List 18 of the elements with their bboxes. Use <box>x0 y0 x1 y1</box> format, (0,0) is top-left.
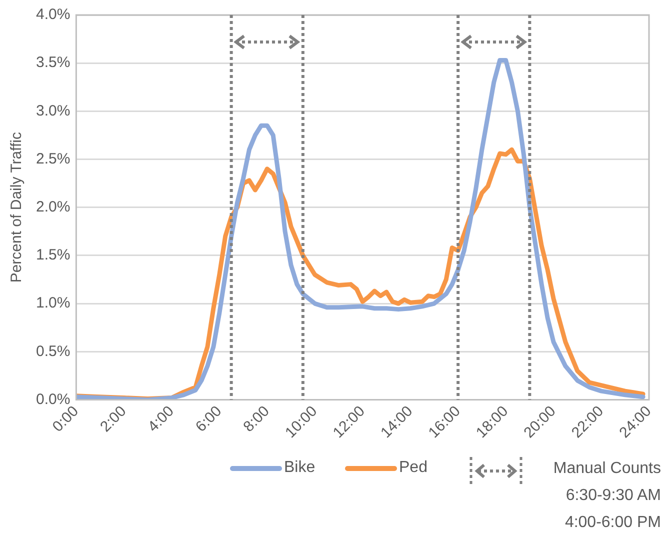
y-tick-label: 1.0% <box>36 294 70 312</box>
y-tick-label: 3.0% <box>36 102 70 120</box>
y-tick-label: 2.5% <box>36 150 70 168</box>
x-tick-label: 6:00 <box>192 402 226 436</box>
y-tick-label: 3.5% <box>36 54 70 72</box>
legend-label: Bike <box>284 459 316 477</box>
text: Manual Counts <box>553 459 661 479</box>
text: 6:30-9:30 AM <box>564 486 661 506</box>
y-axis-title: Percent of Daily Traffic <box>8 132 26 283</box>
legend-label: Ped <box>399 459 428 477</box>
x-tick-label: 2:00 <box>97 402 130 436</box>
y-tick-label: 1.5% <box>36 246 70 264</box>
x-tick-label: 8:00 <box>240 402 273 436</box>
y-tick-label: 0.5% <box>36 342 70 360</box>
y-tick-label: 4.0% <box>36 6 70 24</box>
y-tick-label: 2.0% <box>36 198 70 216</box>
text: 4:00-6:00 PM <box>564 513 661 533</box>
x-tick-label: 4:00 <box>144 402 178 436</box>
